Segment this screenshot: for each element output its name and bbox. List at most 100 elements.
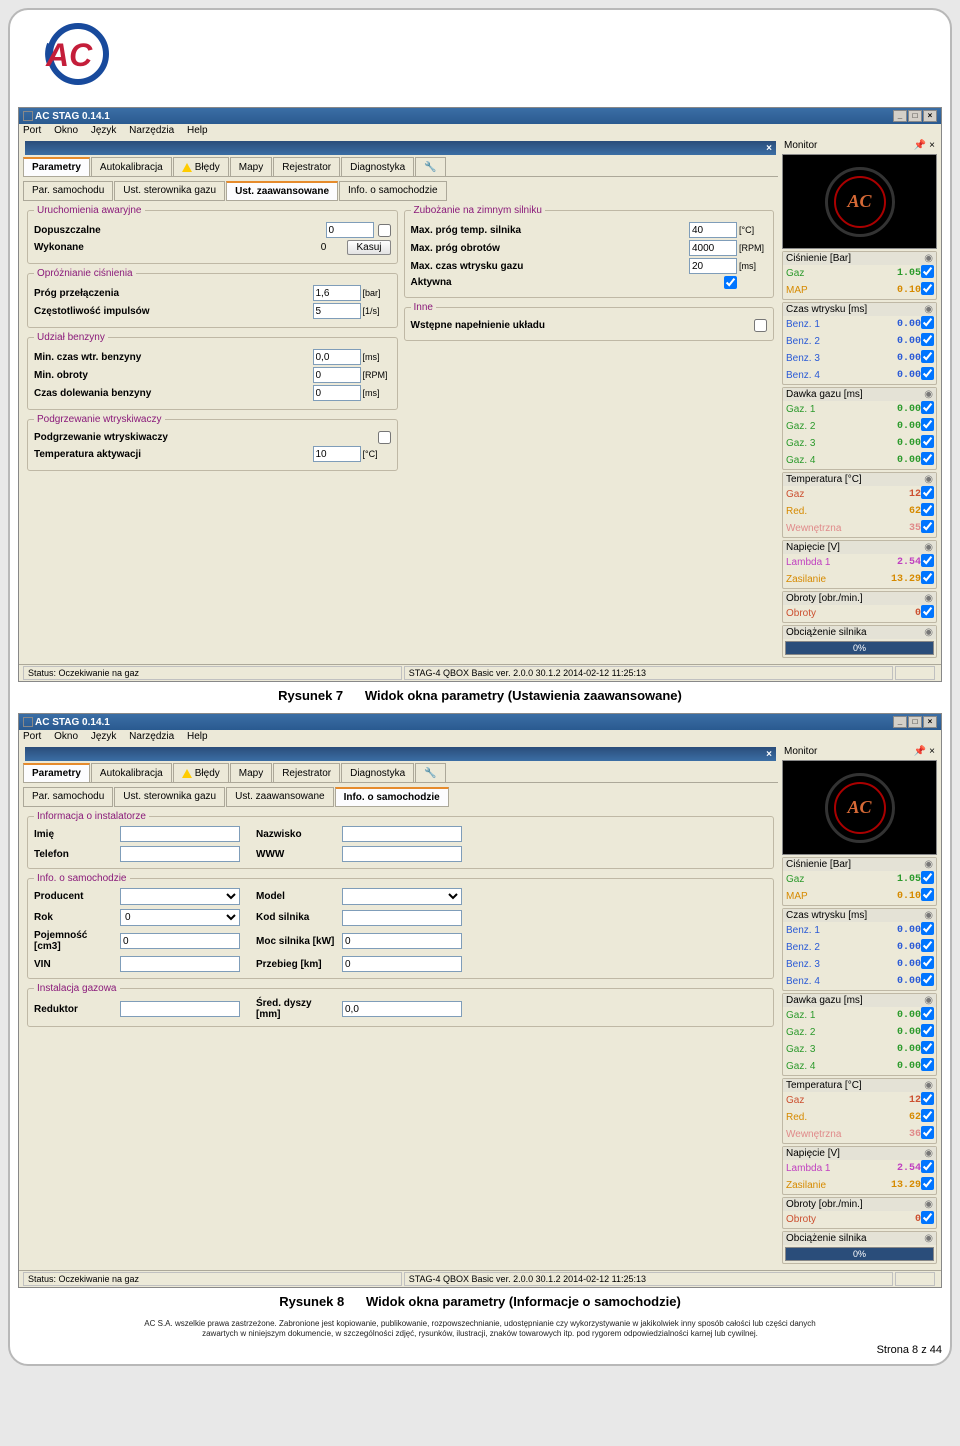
kasuj-button[interactable]: Kasuj (347, 240, 390, 255)
tab-mapy[interactable]: Mapy (230, 157, 272, 176)
pin-icon[interactable]: 📌 × (914, 746, 935, 757)
subtab-info-o-samochodzie[interactable]: Info. o samochodzie (335, 787, 449, 807)
przebieg-input[interactable] (342, 956, 462, 972)
min-wtr-input[interactable] (313, 349, 361, 365)
monitor-row-checkbox[interactable] (921, 1211, 934, 1224)
maxobr-input[interactable] (689, 240, 737, 256)
monitor-row-checkbox[interactable] (921, 922, 934, 935)
monitor-row-checkbox[interactable] (921, 316, 934, 329)
subtab-ust-zaawansowane[interactable]: Ust. zaawansowane (226, 787, 334, 807)
monitor-row-checkbox[interactable] (921, 350, 934, 363)
menu-jezyk[interactable]: Język (91, 731, 117, 742)
monitor-row-checkbox[interactable] (921, 452, 934, 465)
monitor-row-checkbox[interactable] (921, 333, 934, 346)
subtab-info-o-samochodzie[interactable]: Info. o samochodzie (339, 181, 447, 201)
monitor-row-checkbox[interactable] (921, 956, 934, 969)
monitor-row-checkbox[interactable] (921, 401, 934, 414)
monitor-row-checkbox[interactable] (921, 1109, 934, 1122)
tab-autokalibracja[interactable]: Autokalibracja (91, 157, 172, 176)
czest-input[interactable] (313, 303, 361, 319)
close-button[interactable]: × (923, 716, 937, 728)
www-input[interactable] (342, 846, 462, 862)
temp-aktywacji-input[interactable] (313, 446, 361, 462)
tab-diagnostyka[interactable]: Diagnostyka (341, 157, 414, 176)
monitor-row-checkbox[interactable] (921, 1007, 934, 1020)
tab-rejestrator[interactable]: Rejestrator (273, 157, 340, 176)
monitor-row-checkbox[interactable] (921, 973, 934, 986)
aktywna-checkbox[interactable] (724, 276, 737, 289)
monitor-row-checkbox[interactable] (921, 282, 934, 295)
subtab-ust-zaawansowane[interactable]: Ust. zaawansowane (226, 181, 338, 201)
tab-parametry[interactable]: Parametry (23, 157, 90, 176)
monitor-row-checkbox[interactable] (921, 435, 934, 448)
menu-okno[interactable]: Okno (54, 125, 78, 136)
monitor-row-checkbox[interactable] (921, 939, 934, 952)
tab-bledy[interactable]: Błędy (173, 763, 229, 782)
maxgaz-input[interactable] (689, 258, 737, 274)
monitor-row-checkbox[interactable] (921, 1058, 934, 1071)
subtab-ust-sterownika[interactable]: Ust. sterownika gazu (114, 787, 225, 807)
monitor-row-checkbox[interactable] (921, 1177, 934, 1190)
moc-input[interactable] (342, 933, 462, 949)
menu-narzedzia[interactable]: Narzędzia (129, 731, 174, 742)
monitor-row-checkbox[interactable] (921, 418, 934, 431)
monitor-row-checkbox[interactable] (921, 486, 934, 499)
telefon-input[interactable] (120, 846, 240, 862)
vin-input[interactable] (120, 956, 240, 972)
tab-mapy[interactable]: Mapy (230, 763, 272, 782)
tab-autokalibracja[interactable]: Autokalibracja (91, 763, 172, 782)
monitor-row-checkbox[interactable] (921, 1024, 934, 1037)
subtab-par-samochodu[interactable]: Par. samochodu (23, 787, 113, 807)
dopuszczalne-input[interactable] (326, 222, 374, 238)
close-button[interactable]: × (923, 110, 937, 122)
menu-okno[interactable]: Okno (54, 731, 78, 742)
prog-input[interactable] (313, 285, 361, 301)
tab-tool-icon[interactable]: 🔧 (415, 763, 445, 782)
menu-help[interactable]: Help (187, 125, 208, 136)
titlebar[interactable]: AC STAG 0.14.1 _ □ × (19, 108, 941, 124)
monitor-row-checkbox[interactable] (921, 1126, 934, 1139)
min-obr-input[interactable] (313, 367, 361, 383)
monitor-row-checkbox[interactable] (921, 871, 934, 884)
monitor-row-checkbox[interactable] (921, 554, 934, 567)
pane-close-icon[interactable]: × (766, 143, 772, 154)
tab-tool-icon[interactable]: 🔧 (415, 157, 445, 176)
tab-rejestrator[interactable]: Rejestrator (273, 763, 340, 782)
subtab-par-samochodu[interactable]: Par. samochodu (23, 181, 113, 201)
maximize-button[interactable]: □ (908, 716, 922, 728)
model-select[interactable] (342, 888, 462, 905)
rok-select[interactable]: 0 (120, 909, 240, 926)
dolew-input[interactable] (313, 385, 361, 401)
tab-parametry[interactable]: Parametry (23, 763, 90, 782)
dysza-input[interactable] (342, 1001, 462, 1017)
monitor-row-checkbox[interactable] (921, 367, 934, 380)
monitor-row-checkbox[interactable] (921, 265, 934, 278)
menu-jezyk[interactable]: Język (91, 125, 117, 136)
menu-help[interactable]: Help (187, 731, 208, 742)
podgrzewanie-checkbox[interactable] (378, 431, 391, 444)
minimize-button[interactable]: _ (893, 716, 907, 728)
wstepne-checkbox[interactable] (754, 319, 767, 332)
reduktor-input[interactable] (120, 1001, 240, 1017)
menu-port[interactable]: Port (23, 731, 41, 742)
record-icon[interactable]: ◉ (924, 253, 933, 264)
titlebar[interactable]: AC STAG 0.14.1 _ □ × (19, 714, 941, 730)
pojemnosc-input[interactable] (120, 933, 240, 949)
subtab-ust-sterownika[interactable]: Ust. sterownika gazu (114, 181, 225, 201)
tab-bledy[interactable]: Błędy (173, 157, 229, 176)
monitor-row-checkbox[interactable] (921, 571, 934, 584)
producent-select[interactable] (120, 888, 240, 905)
imie-input[interactable] (120, 826, 240, 842)
monitor-row-checkbox[interactable] (921, 605, 934, 618)
monitor-row-checkbox[interactable] (921, 1160, 934, 1173)
dopuszczalne-checkbox[interactable] (378, 224, 391, 237)
menu-port[interactable]: Port (23, 125, 41, 136)
maxtemp-input[interactable] (689, 222, 737, 238)
monitor-row-checkbox[interactable] (921, 888, 934, 901)
pin-icon[interactable]: 📌 × (914, 140, 935, 151)
monitor-row-checkbox[interactable] (921, 1041, 934, 1054)
monitor-row-checkbox[interactable] (921, 520, 934, 533)
monitor-row-checkbox[interactable] (921, 503, 934, 516)
maximize-button[interactable]: □ (908, 110, 922, 122)
kod-input[interactable] (342, 910, 462, 926)
